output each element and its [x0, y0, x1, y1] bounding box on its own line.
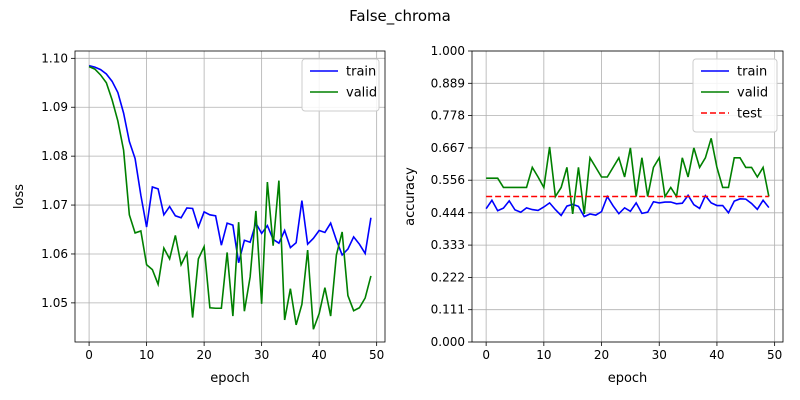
accuracy-axes-frame [471, 50, 784, 343]
accuracy-x-tick-label: 30 [652, 348, 667, 362]
accuracy-y-axis-label: accuracy [403, 167, 418, 226]
loss-legend-label-train: train [346, 65, 376, 80]
accuracy-series-train [485, 193, 770, 218]
accuracy-legend-label-valid: valid [737, 86, 768, 101]
accuracy-y-tick-label: 0.333 [431, 238, 465, 252]
loss-y-axis-label: loss [12, 184, 27, 209]
loss-x-axis-label: epoch [210, 371, 250, 386]
loss-x-tick-label: 0 [85, 348, 93, 362]
loss-y-tick-label: 1.08 [41, 149, 68, 163]
loss-x-tick-label: 50 [369, 348, 384, 362]
accuracy-legend-label-test: test [737, 107, 762, 122]
accuracy-y-tick-label: 0.000 [431, 335, 465, 349]
accuracy-y-tick-label: 0.444 [431, 206, 465, 220]
accuracy-y-tick-label: 0.111 [431, 303, 465, 317]
loss-y-tick-label: 1.07 [41, 198, 68, 212]
accuracy-x-tick-label: 0 [482, 348, 490, 362]
accuracy-x-axis-label: epoch [608, 371, 648, 386]
loss-y-tick-label: 1.09 [41, 100, 68, 114]
accuracy-y-tick-label: 0.778 [431, 109, 465, 123]
loss-x-tick-label: 40 [312, 348, 327, 362]
loss-legend-label-valid: valid [346, 86, 377, 101]
accuracy-y-tick-label: 0.556 [431, 173, 465, 187]
accuracy-y-tick-label: 1.000 [431, 44, 465, 58]
loss-series-train [88, 64, 372, 263]
accuracy-x-tick-label: 40 [709, 348, 724, 362]
loss-x-tick-label: 10 [139, 348, 154, 362]
accuracy-x-tick-label: 20 [594, 348, 609, 362]
accuracy-y-tick-label: 0.889 [431, 76, 465, 90]
loss-y-tick-label: 1.06 [41, 247, 68, 261]
loss-y-tick-label: 1.05 [41, 296, 68, 310]
accuracy-x-tick-label: 50 [767, 348, 782, 362]
loss-axes-frame [74, 50, 386, 343]
accuracy-x-tick-label: 10 [536, 348, 551, 362]
accuracy-series-valid [486, 138, 770, 215]
figure-title: False_chroma [349, 7, 451, 26]
loss-plot: 0 10 20 30 40 50 1.05 1.06 1.07 1.08 1.09 1.10 epoch… [12, 50, 386, 386]
loss-x-tick-label: 20 [196, 348, 211, 362]
loss-series-valid [88, 65, 372, 330]
loss-y-tick-label: 1.10 [41, 51, 68, 65]
accuracy-legend-label-train: train [737, 65, 767, 80]
accuracy-y-tick-label: 0.222 [431, 270, 465, 284]
loss-x-tick-label: 30 [254, 348, 269, 362]
accuracy-y-tick-label: 0.667 [431, 141, 465, 155]
loss-legend-box [301, 58, 380, 112]
accuracy-plot: 0 10 20 30 40 50 0.000 0.111 0.222 0.333 0.444 0.55… [403, 44, 784, 386]
